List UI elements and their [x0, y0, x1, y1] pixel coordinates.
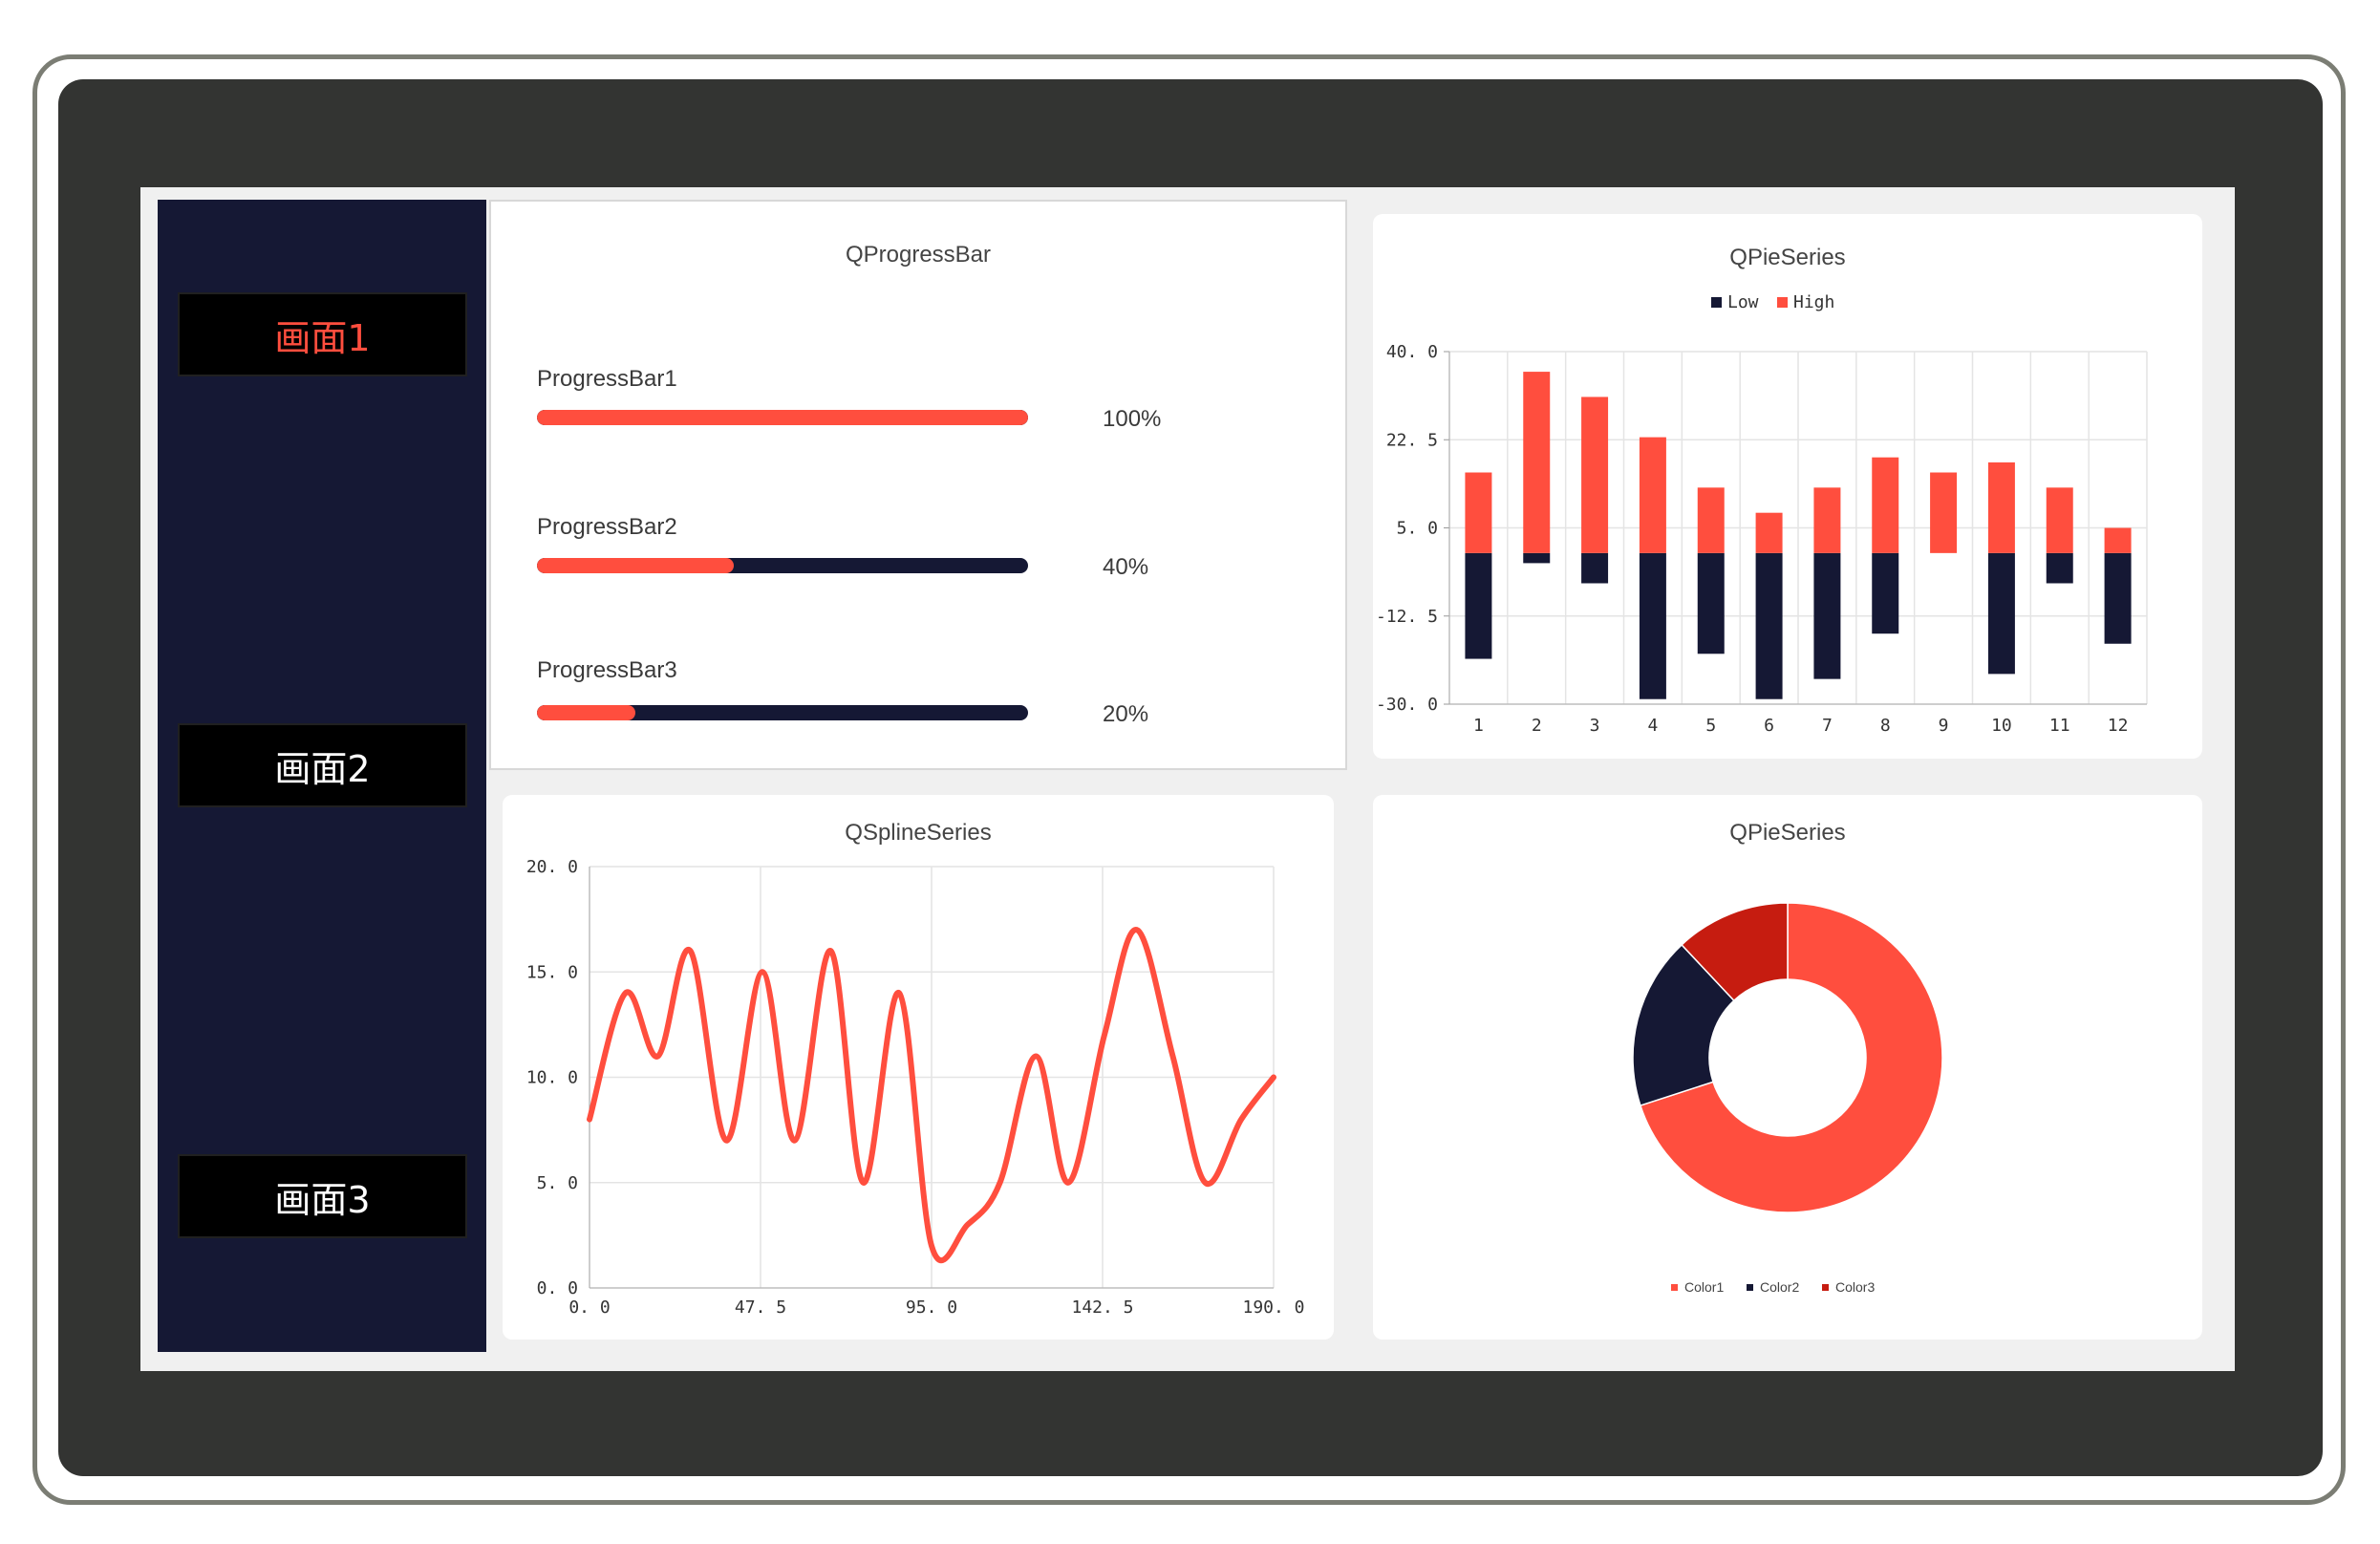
- pie-slice-color2: [1632, 943, 1735, 1107]
- nav-button-screen1[interactable]: 画面1: [178, 292, 467, 376]
- spline-x-tick-label: 190. 0: [1242, 1297, 1304, 1318]
- bar-x-tick-label: 3: [1590, 716, 1600, 736]
- spline-y-tick-label: 20. 0: [526, 857, 578, 877]
- bar-y-tick-label: 22. 5: [1386, 430, 1438, 450]
- pie-legend-label-color1: Color1: [1684, 1279, 1724, 1295]
- bar-high-1: [1465, 472, 1492, 553]
- pie-chart: QPieSeries Color1 Color2 Color3: [1632, 820, 1943, 1295]
- pie-legend-marker-color2: [1747, 1284, 1753, 1291]
- progress-panel-title: QProgressBar: [845, 242, 992, 268]
- bar-low-5: [1697, 552, 1725, 654]
- progressbar3-label: ProgressBar3: [537, 657, 677, 683]
- bar-low-3: [1581, 552, 1609, 584]
- pie-chart-title: QPieSeries: [1729, 820, 1845, 846]
- progressbar1-label: ProgressBar1: [537, 366, 677, 392]
- bar-low-2: [1523, 552, 1551, 564]
- bar-low-6: [1755, 552, 1783, 699]
- bar-high-5: [1697, 487, 1725, 553]
- spline-x-tick-label: 47. 5: [735, 1297, 786, 1318]
- bar-high-3: [1581, 397, 1609, 553]
- bar-x-tick-label: 7: [1822, 716, 1833, 736]
- bar-high-7: [1813, 487, 1841, 553]
- nav-button-screen2[interactable]: 画面2: [178, 723, 467, 807]
- bar-high-2: [1523, 372, 1551, 553]
- spline-chart-title: QSplineSeries: [845, 820, 991, 846]
- bar-high-10: [1987, 461, 2015, 553]
- legend-low-marker: [1711, 297, 1722, 308]
- bar-low-10: [1987, 552, 2015, 675]
- bar-x-tick-label: 11: [2049, 716, 2070, 736]
- nav-button-screen3[interactable]: 画面3: [178, 1154, 467, 1238]
- progressbar1-fill: [537, 410, 1028, 425]
- bar-y-tick-label: 5. 0: [1397, 519, 1438, 539]
- spline-chart-panel: QSplineSeries 20. 0 15. 0 10. 0 5. 0 0. 0 0. …: [503, 795, 1334, 1340]
- bar-high-6: [1755, 512, 1783, 553]
- legend-high-label: High: [1793, 292, 1834, 312]
- pie-legend-label-color3: Color3: [1835, 1279, 1875, 1295]
- bar-low-1: [1465, 552, 1492, 659]
- bar-chart: QPieSeries Low High 40. 0 22. 5 5. 0 -12. 5…: [1376, 245, 2148, 736]
- progressbar1-percent: 100%: [1103, 406, 1162, 432]
- progressbar2-percent: 40%: [1103, 554, 1149, 580]
- progressbar1: [537, 410, 1028, 425]
- bar-chart-title: QPieSeries: [1729, 245, 1845, 270]
- bar-high-11: [2046, 487, 2073, 553]
- spline-series-line: [587, 927, 1276, 1264]
- bar-x-tick-label: 8: [1880, 716, 1891, 736]
- pie-legend-label-color2: Color2: [1760, 1279, 1799, 1295]
- bar-high-12: [2104, 527, 2132, 553]
- bar-x-tick-label: 5: [1705, 716, 1716, 736]
- pie-legend-marker-color1: [1671, 1284, 1678, 1291]
- bar-x-tick-label: 6: [1764, 716, 1774, 736]
- bar-chart-panel: QPieSeries Low High 40. 0 22. 5 5. 0 -12. 5…: [1373, 214, 2202, 759]
- progressbar3: [537, 705, 1028, 720]
- progressbar2: [537, 558, 1028, 573]
- spline-y-tick-label: 5. 0: [537, 1173, 578, 1193]
- bar-x-tick-label: 1: [1473, 716, 1484, 736]
- bar-low-8: [1872, 552, 1899, 634]
- progressbar3-fill: [537, 705, 635, 720]
- bar-x-tick-label: 2: [1532, 716, 1542, 736]
- bar-x-tick-label: 4: [1647, 716, 1658, 736]
- pie-slice-color3: [1681, 902, 1789, 1002]
- bar-low-11: [2046, 552, 2073, 584]
- spline-y-tick-label: 15. 0: [526, 962, 578, 982]
- spline-y-tick-label: 0. 0: [537, 1278, 578, 1298]
- legend-high-marker: [1777, 297, 1788, 308]
- spline-x-tick-label: 95. 0: [906, 1297, 957, 1318]
- progressbar2-fill: [537, 558, 734, 573]
- spline-x-tick-label: 0. 0: [568, 1297, 610, 1318]
- spline-y-tick-label: 10. 0: [526, 1068, 578, 1088]
- spline-chart: QSplineSeries 20. 0 15. 0 10. 0 5. 0 0. 00. …: [526, 820, 1305, 1318]
- bar-x-tick-label: 9: [1939, 716, 1949, 736]
- bar-low-12: [2104, 552, 2132, 644]
- bar-y-tick-label: -30. 0: [1376, 695, 1438, 715]
- bar-x-tick-label: 12: [2108, 716, 2129, 736]
- bar-high-9: [1930, 472, 1958, 553]
- bar-high-4: [1639, 437, 1666, 553]
- bar-low-4: [1639, 552, 1666, 699]
- progressbar2-label: ProgressBar2: [537, 514, 677, 540]
- bar-y-tick-label: 40. 0: [1386, 342, 1438, 362]
- pie-chart-panel: QPieSeries Color1 Color2 Color3: [1373, 795, 2202, 1340]
- bar-y-tick-label: -12. 5: [1376, 607, 1438, 627]
- spline-x-tick-label: 142. 5: [1071, 1297, 1133, 1318]
- progress-panel: QProgressBar ProgressBar1 100% ProgressB…: [489, 200, 1347, 770]
- bar-low-7: [1813, 552, 1841, 679]
- pie-slice-color1: [1639, 902, 1943, 1213]
- legend-low-label: Low: [1727, 292, 1759, 312]
- bar-x-tick-label: 10: [1991, 716, 2012, 736]
- progressbar3-percent: 20%: [1103, 701, 1149, 727]
- pie-legend-marker-color3: [1822, 1284, 1829, 1291]
- bar-high-8: [1872, 457, 1899, 553]
